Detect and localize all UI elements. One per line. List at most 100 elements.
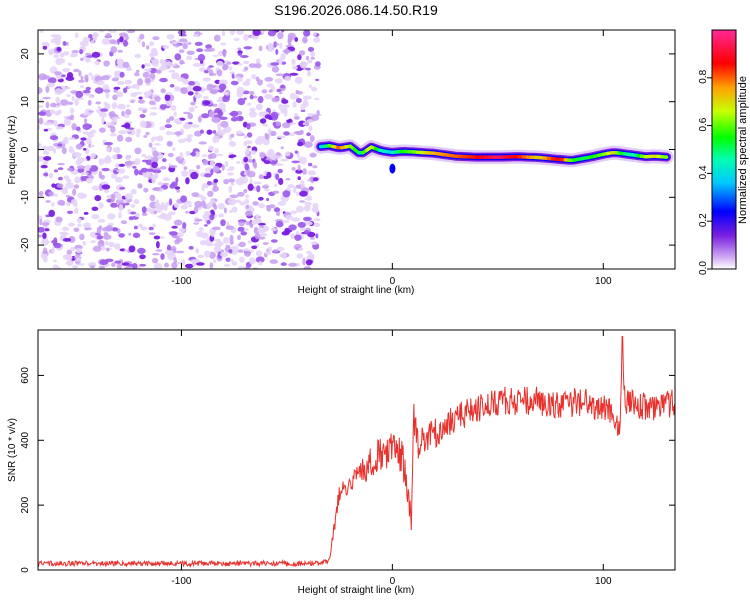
- noise-speck: [273, 207, 281, 213]
- noise-speck: [92, 31, 98, 39]
- noise-speck: [130, 188, 137, 195]
- noise-speck: [297, 221, 306, 228]
- noise-speck: [192, 33, 199, 37]
- noise-speck: [173, 118, 181, 124]
- noise-speck: [66, 72, 74, 79]
- noise-speck: [88, 95, 93, 99]
- noise-speck: [110, 46, 118, 54]
- noise-speck: [110, 202, 118, 208]
- noise-speck: [215, 153, 224, 157]
- colorbar-tick-label: 0.4: [698, 165, 709, 179]
- noise-speck: [305, 67, 311, 71]
- noise-speck: [117, 49, 123, 53]
- noise-speck: [75, 253, 81, 257]
- noise-speck: [275, 43, 280, 46]
- noise-speck: [244, 198, 250, 204]
- noise-speck: [225, 257, 231, 262]
- noise-speck: [126, 104, 130, 108]
- noise-speck: [264, 93, 273, 100]
- noise-speck: [192, 63, 202, 67]
- noise-speck: [159, 77, 168, 83]
- noise-speck: [280, 53, 286, 61]
- noise-speck: [218, 213, 225, 218]
- noise-speck: [212, 54, 219, 58]
- noise-speck: [236, 130, 243, 135]
- noise-speck: [169, 231, 178, 236]
- noise-speck: [77, 263, 85, 266]
- noise-speck: [112, 116, 121, 120]
- noise-speck: [120, 220, 128, 225]
- noise-speck: [152, 223, 156, 228]
- noise-speck: [45, 85, 50, 93]
- noise-speck: [55, 58, 63, 66]
- noise-speck: [282, 220, 290, 223]
- noise-speck: [62, 67, 71, 73]
- noise-speck: [216, 69, 223, 77]
- noise-speck: [96, 235, 104, 240]
- noise-speck: [85, 86, 92, 91]
- noise-speck: [154, 96, 161, 102]
- noise-speck: [61, 188, 68, 194]
- noise-speck: [212, 130, 217, 134]
- noise-speck: [299, 61, 307, 69]
- noise-speck: [281, 104, 290, 109]
- noise-speck: [264, 77, 274, 82]
- noise-speck: [270, 111, 279, 119]
- noise-speck: [131, 263, 138, 269]
- noise-speck: [82, 123, 92, 130]
- noise-speck: [186, 134, 193, 138]
- noise-speck: [154, 167, 161, 171]
- noise-speck: [118, 168, 126, 174]
- noise-speck: [187, 42, 192, 45]
- noise-speck: [168, 116, 175, 121]
- noise-speck: [82, 148, 87, 151]
- noise-speck: [97, 240, 105, 247]
- noise-speck: [239, 177, 244, 181]
- noise-speck: [247, 240, 253, 244]
- y-tick-label: 0: [20, 146, 31, 152]
- noise-speck: [255, 103, 263, 111]
- noise-speck: [157, 215, 167, 219]
- noise-speck: [152, 150, 159, 157]
- noise-speck: [217, 50, 224, 57]
- noise-speck: [222, 64, 228, 71]
- noise-speck: [164, 262, 170, 268]
- noise-speck: [134, 168, 139, 176]
- noise-speck: [57, 109, 62, 115]
- noise-speck: [309, 152, 317, 158]
- y-tick-label: 0: [20, 567, 31, 573]
- y-tick-label: 200: [20, 496, 31, 513]
- noise-speck: [166, 34, 175, 40]
- noise-speck: [67, 62, 72, 67]
- noise-speck: [68, 146, 74, 154]
- noise-speck: [80, 172, 89, 175]
- noise-speck: [306, 221, 313, 226]
- noise-speck: [157, 181, 164, 186]
- noise-speck: [74, 98, 79, 106]
- noise-speck: [296, 253, 303, 259]
- noise-speck: [66, 167, 74, 172]
- noise-speck: [38, 111, 47, 116]
- noise-speck: [151, 161, 159, 169]
- noise-speck: [152, 253, 160, 256]
- noise-speck: [281, 99, 289, 104]
- noise-speck: [132, 232, 141, 239]
- spectrogram-y-label: Frequency (Hz): [7, 116, 18, 185]
- noise-speck: [114, 163, 120, 168]
- noise-layer: [38, 30, 322, 269]
- noise-speck: [256, 185, 261, 193]
- noise-speck: [186, 137, 192, 143]
- noise-speck: [88, 110, 94, 113]
- noise-speck: [124, 249, 128, 253]
- noise-speck: [71, 123, 77, 131]
- noise-speck: [38, 155, 45, 162]
- noise-speck: [179, 59, 185, 65]
- noise-speck: [180, 195, 188, 203]
- noise-speck: [278, 57, 283, 65]
- noise-speck: [53, 169, 59, 173]
- noise-speck: [123, 203, 130, 206]
- noise-speck: [303, 141, 313, 148]
- noise-speck: [43, 121, 52, 126]
- x-tick-label: -100: [171, 576, 191, 587]
